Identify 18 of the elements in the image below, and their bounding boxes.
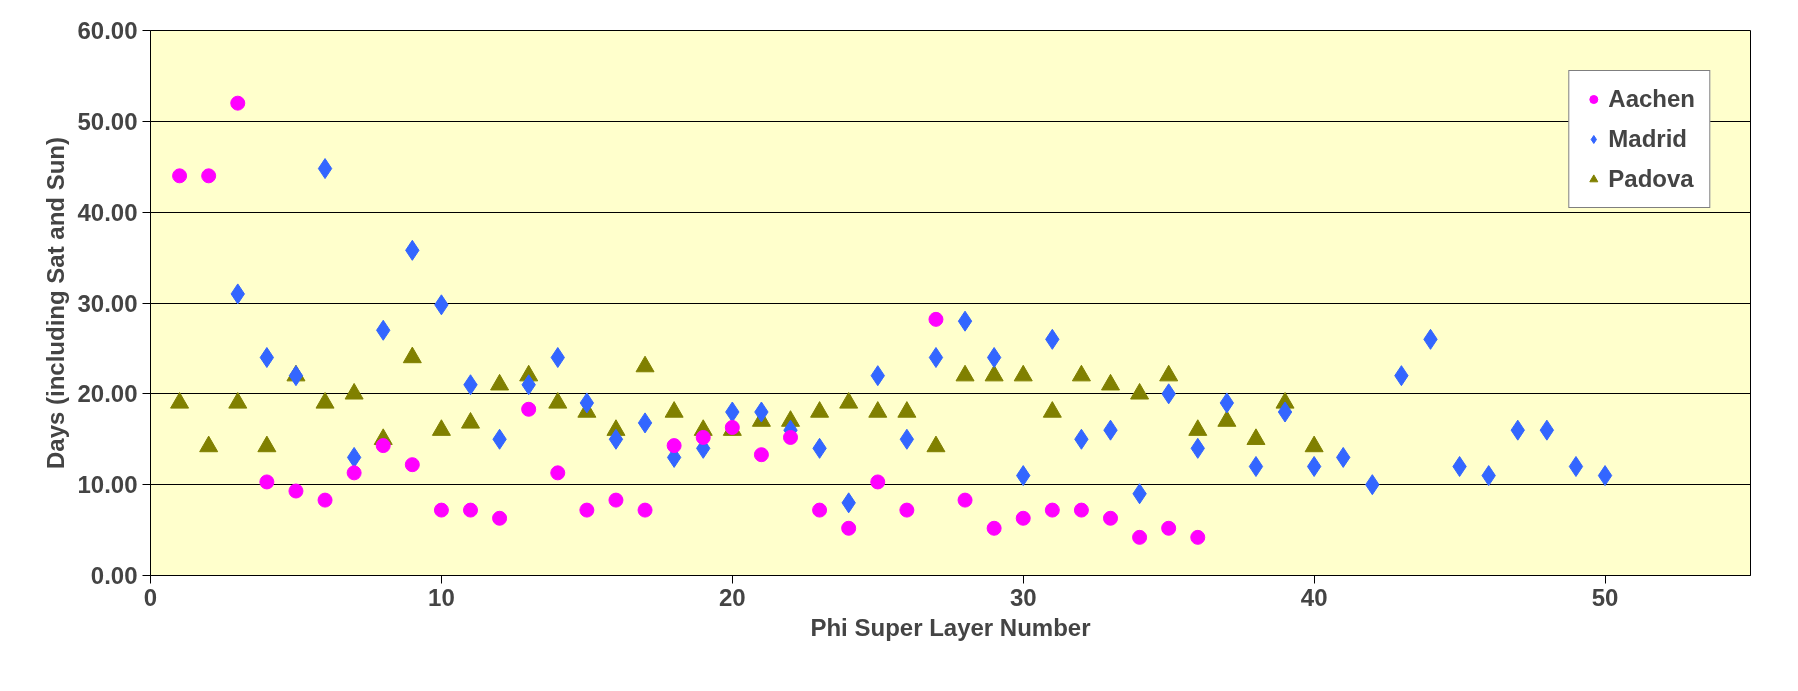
- y-axis-title: Days (including Sat and Sun): [42, 136, 70, 470]
- y-tick-label: 60.00: [77, 17, 138, 44]
- x-tick-label: 30: [1009, 583, 1037, 611]
- y-tick-label: 40.00: [77, 198, 138, 226]
- y-tick-label: 0.00: [90, 562, 138, 589]
- x-tick-label: 40: [1300, 583, 1328, 611]
- x-tick-label: 0: [143, 583, 158, 611]
- x-tick-label: 50: [1591, 583, 1619, 611]
- x-axis-title: Phi Super Layer Number: [810, 613, 1091, 641]
- x-tick-label: 20: [718, 583, 746, 611]
- legend-label: Padova: [1608, 165, 1694, 193]
- legend-label: Aachen: [1608, 85, 1695, 113]
- y-tick-label: 30.00: [77, 289, 138, 317]
- x-tick-label: 10: [428, 583, 455, 611]
- y-tick-label: 50.00: [77, 107, 138, 135]
- y-tick-label: 10.00: [77, 471, 138, 499]
- legend-label: Madrid: [1608, 125, 1687, 153]
- y-tick-label: 20.00: [77, 380, 138, 408]
